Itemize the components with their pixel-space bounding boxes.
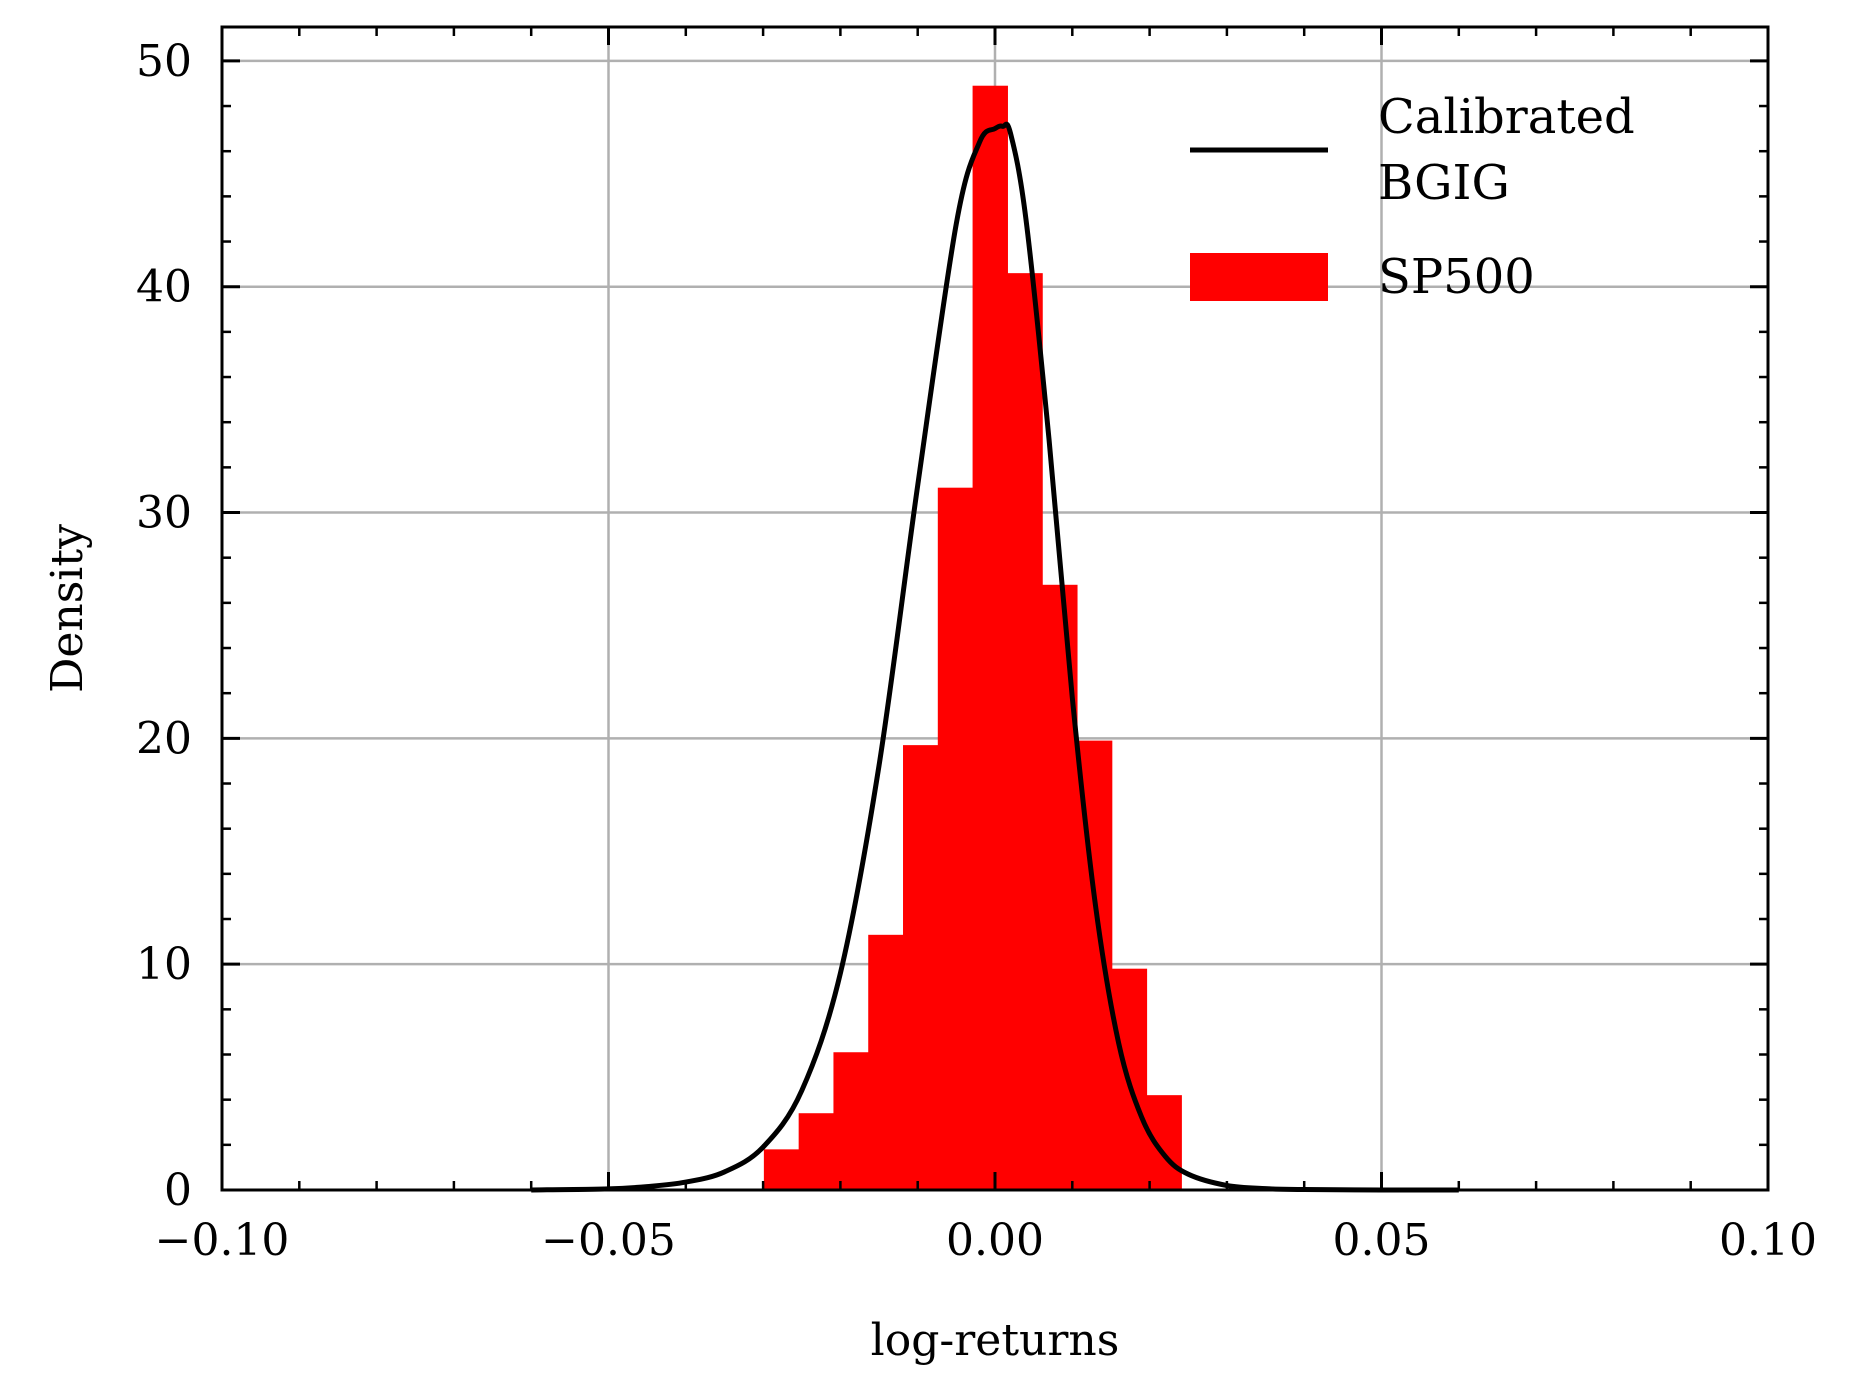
y-tick-label: 40: [136, 262, 192, 313]
x-axis-label: log-returns: [871, 1315, 1120, 1366]
legend-patch-key: [1190, 253, 1328, 301]
x-tick-label: 0.05: [1333, 1215, 1431, 1266]
histogram-bars: [763, 85, 1182, 1191]
density-curve-layer: [531, 121, 1459, 1193]
histogram-bar: [798, 1113, 835, 1190]
y-tick-label: 10: [136, 939, 192, 990]
legend-label-line: BGIG: [1378, 155, 1510, 211]
histogram-bar: [833, 1052, 869, 1190]
legend-label-line: SP500: [1378, 249, 1535, 305]
histogram-bar: [1007, 273, 1043, 1190]
x-tick-label: 0.00: [946, 1215, 1044, 1266]
y-tick-label: 20: [136, 713, 192, 764]
y-tick-label: 50: [136, 36, 192, 87]
legend: Calibrated BGIG SP500: [1190, 89, 1635, 305]
histogram-bar: [972, 85, 1008, 1190]
histogram-bar: [868, 934, 904, 1190]
histogram-bar: [1146, 1095, 1182, 1190]
y-tick-label: 0: [164, 1165, 192, 1216]
x-tick-labels: −0.10 −0.05 0.00 0.05 0.10: [155, 1215, 1817, 1266]
bgig-density-curve: [531, 121, 1459, 1193]
x-tick-label: 0.10: [1719, 1215, 1817, 1266]
histogram-bar: [763, 1149, 800, 1190]
x-tick-label: −0.05: [541, 1215, 676, 1266]
y-tick-labels: 0 10 20 30 40 50: [136, 36, 192, 1216]
y-axis-label: Density: [42, 524, 93, 693]
legend-label-line: Calibrated: [1378, 89, 1635, 145]
legend-label: Calibrated BGIG: [1378, 89, 1635, 211]
legend-label: SP500: [1378, 249, 1535, 305]
y-tick-label: 30: [136, 488, 192, 539]
plot-frame: [220, 25, 1770, 1192]
histogram-bar: [937, 487, 974, 1191]
x-tick-label: −0.10: [155, 1215, 290, 1266]
histogram-bar: [903, 745, 939, 1190]
